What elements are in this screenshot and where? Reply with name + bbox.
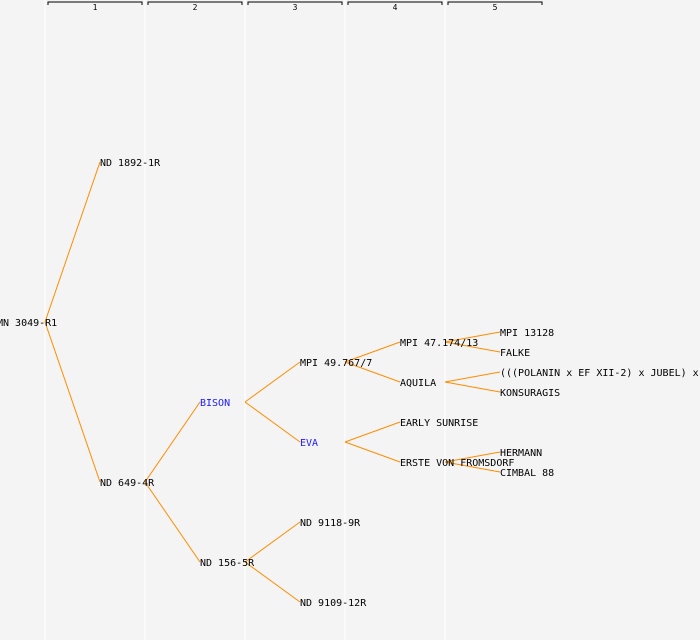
pedigree-edge <box>244 401 301 443</box>
generation-header-bracket <box>147 1 243 5</box>
ancestor-node-label[interactable]: MPI 49.767/7 <box>300 358 372 369</box>
ancestor-node-label[interactable]: MPI 47.174/13 <box>400 338 478 349</box>
generation-header-bracket <box>247 1 343 5</box>
ancestor-node-label[interactable]: MPI 13128 <box>500 328 554 339</box>
pedigree-edge <box>244 361 301 403</box>
ancestor-node-label[interactable]: CIMBAL 88 <box>500 468 554 479</box>
tree-nodes: MN 3049-R1 ND 1892-1R ND 649-4R BISON MPI 49… <box>0 158 699 609</box>
ancestor-node-label[interactable]: BISON <box>200 398 230 409</box>
ancestor-node-label[interactable]: ND 1892-1R <box>100 158 161 169</box>
pedigree-edge <box>444 371 501 383</box>
ancestor-node-label[interactable]: KONSURAGIS <box>500 388 560 399</box>
pedigree-edge <box>44 321 101 483</box>
pedigree-edge <box>444 381 501 393</box>
ancestor-node-label[interactable]: ND 9109-12R <box>300 598 367 609</box>
pedigree-edge <box>444 461 501 473</box>
generation-header-label: 5 <box>493 3 498 12</box>
pedigree-edge <box>244 521 301 563</box>
pedigree-edge <box>344 361 401 383</box>
pedigree-edge <box>144 401 201 483</box>
ancestor-node-label[interactable]: HERMANN <box>500 448 542 459</box>
generation-header-label: 4 <box>393 3 398 12</box>
ancestor-node-label[interactable]: EARLY SUNRISE <box>400 418 478 429</box>
pedigree-edge <box>444 331 501 343</box>
ancestor-node-label[interactable]: ND 9118-9R <box>300 518 361 529</box>
root-node-label[interactable]: MN 3049-R1 <box>0 318 57 329</box>
generation-headers: 1 2 3 4 5 <box>47 1 543 12</box>
generation-header-label: 1 <box>93 3 98 12</box>
pedigree-edge <box>144 481 201 563</box>
pedigree-edge <box>344 441 401 463</box>
tree-edges <box>44 161 501 603</box>
pedigree-edge <box>244 561 301 603</box>
ancestor-node-label[interactable]: (((POLANIN x EF XII-2) x JUBEL) x <box>500 368 699 379</box>
generation-header-bracket <box>47 1 143 5</box>
pedigree-edge <box>444 341 501 353</box>
pedigree-edge <box>444 451 501 463</box>
generation-header-label: 3 <box>293 3 298 12</box>
generation-columns <box>44 0 446 640</box>
pedigree-edge <box>344 341 401 363</box>
ancestor-node-label[interactable]: AQUILA <box>400 378 436 389</box>
generation-header-bracket <box>347 1 443 5</box>
ancestor-node-label[interactable]: ND 649-4R <box>100 478 155 489</box>
ancestor-node-label[interactable]: EVA <box>300 438 318 449</box>
ancestor-node-label[interactable]: ERSTE VON FROMSDORF <box>400 458 514 469</box>
pedigree-edge <box>344 421 401 443</box>
ancestor-node-label[interactable]: ND 156-5R <box>200 558 255 569</box>
ancestor-node-label[interactable]: FALKE <box>500 348 530 359</box>
generation-header-label: 2 <box>193 3 198 12</box>
pedigree-edge <box>44 161 101 323</box>
generation-header-bracket <box>447 1 543 5</box>
